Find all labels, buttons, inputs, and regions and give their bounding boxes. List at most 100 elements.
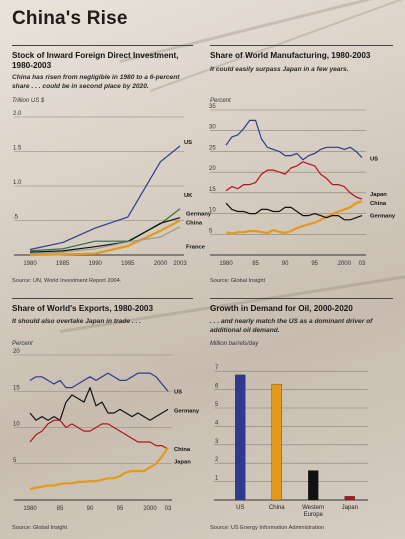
x-tick-label: Japan (342, 505, 358, 511)
x-tick-label: Europe (304, 512, 324, 518)
series-line-uk (29, 208, 181, 252)
x-tick-label: 1980 (23, 261, 37, 267)
panel-subtitle: China has risen from negligible in 1980 … (12, 74, 180, 90)
series-label: China (370, 201, 387, 207)
y-tick-label: 5 (13, 458, 17, 464)
x-tick-label: 03 (165, 506, 172, 512)
page-title: China's Rise (12, 8, 128, 29)
x-tick-label: 90 (87, 506, 94, 512)
series-line-japan (225, 161, 363, 200)
y-tick-label: 2.0 (13, 111, 22, 117)
y-tick-label: 10 (13, 422, 20, 428)
y-tick-label: 5 (209, 228, 213, 234)
series-line-china (29, 219, 181, 257)
unit-label: Percent (210, 98, 231, 104)
y-tick-label: 7 (215, 365, 219, 371)
y-tick-label: 15 (13, 385, 20, 391)
x-tick-label: 85 (57, 506, 64, 512)
series-label: Japan (370, 192, 387, 198)
y-tick-label: 6 (215, 384, 219, 390)
unit-label: Million barrels/day (210, 341, 259, 347)
y-tick-label: 5 (215, 402, 219, 408)
series-label: US (184, 140, 192, 146)
y-tick-label: 1.0 (13, 180, 22, 186)
source-note: Source: Global Insight (210, 278, 266, 284)
x-tick-label: 95 (311, 261, 318, 267)
series-line-china (29, 447, 169, 491)
series-line-germany (225, 202, 363, 221)
panel-title: Share of World Manufacturing, 1980-2003 (210, 51, 371, 60)
series-label: China (186, 221, 203, 227)
panel-title: Stock of Inward Foreign Direct Investmen… (12, 51, 179, 70)
source-note: Source: UN, World Investment Report 2004… (12, 278, 122, 284)
panel-rule (12, 298, 193, 299)
bar-western-europe (308, 470, 319, 501)
x-tick-label: 85 (252, 261, 259, 267)
panel-subtitle: It should also overtake Japan in trade .… (12, 318, 141, 325)
panel-rule (210, 45, 393, 46)
y-tick-label: .5 (13, 215, 19, 221)
y-tick-label: 30 (209, 125, 216, 131)
y-tick-label: 15 (209, 187, 216, 193)
y-tick-label: 20 (13, 349, 20, 355)
x-tick-label: China (269, 505, 285, 511)
bar-japan (344, 496, 355, 501)
x-tick-label: Western (302, 505, 324, 511)
y-tick-label: 10 (209, 208, 216, 214)
y-tick-label: 2 (215, 457, 219, 463)
series-line-germany (29, 217, 181, 253)
panel-subtitle: It could easily surpass Japan in a few y… (210, 66, 349, 73)
y-tick-label: 20 (209, 166, 216, 172)
series-label: China (174, 447, 191, 453)
unit-label: Percent (12, 341, 33, 347)
unit-label: Trillion US $ (12, 98, 45, 104)
x-tick-label: 90 (282, 261, 289, 267)
x-tick-label: 1995 (121, 261, 135, 267)
panel-subtitle: . . . and nearly match the US as a domin… (210, 318, 373, 334)
series-line-us (29, 145, 181, 251)
y-tick-label: 25 (209, 145, 216, 151)
series-line-us (29, 372, 169, 392)
series-line-germany (29, 387, 169, 421)
series-line-japan (29, 419, 169, 450)
series-label: US (370, 157, 378, 163)
panel-title: Share of World's Exports, 1980-2003 (12, 304, 154, 313)
bar-us (235, 374, 246, 501)
y-tick-label: 3 (215, 439, 219, 445)
series-line-france (29, 226, 181, 255)
bar-china (271, 383, 282, 501)
x-tick-label: 1980 (219, 261, 233, 267)
series-label: France (186, 245, 206, 251)
x-tick-label: 1990 (89, 261, 103, 267)
series-line-china (225, 200, 363, 235)
series-label: UK (184, 193, 193, 199)
series-label: Germany (174, 408, 200, 414)
x-tick-label: 2000 (338, 261, 352, 267)
x-tick-label: 1980 (23, 506, 37, 512)
x-tick-label: 03 (359, 261, 366, 267)
x-tick-label: US (236, 505, 244, 511)
series-label: Germany (186, 212, 212, 218)
y-tick-label: 1.5 (13, 146, 22, 152)
y-tick-label: 4 (215, 420, 219, 426)
series-label: Germany (370, 214, 396, 220)
y-tick-label: 35 (209, 104, 216, 110)
source-note: Source: US Energy Information Administra… (210, 525, 325, 531)
x-tick-label: 2000 (154, 261, 168, 267)
panel-rule (12, 45, 193, 46)
x-tick-label: 95 (117, 506, 124, 512)
series-label: US (174, 389, 182, 395)
series-label: Japan (174, 459, 191, 465)
panel-title: Growth in Demand for Oil, 2000-2020 (210, 304, 353, 313)
source-note: Source: Global Insight (12, 525, 68, 531)
x-tick-label: 2003 (173, 261, 187, 267)
y-tick-label: 1 (215, 476, 219, 482)
x-tick-label: 1985 (56, 261, 70, 267)
x-tick-label: 2000 (143, 506, 157, 512)
series-line-us (225, 119, 363, 161)
